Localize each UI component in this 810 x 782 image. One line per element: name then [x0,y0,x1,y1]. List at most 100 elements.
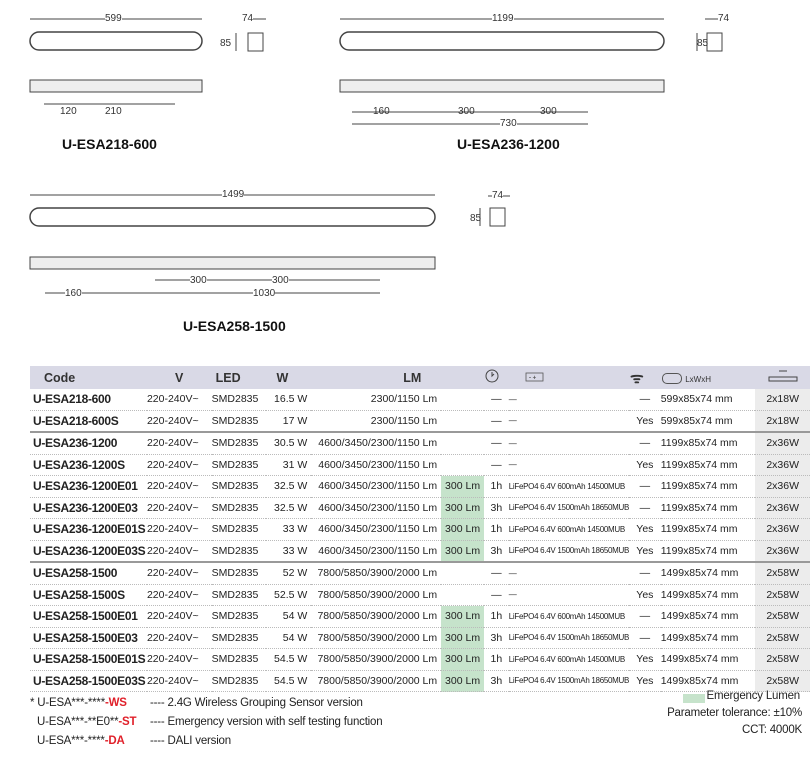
cell-duration: 3h [483,627,509,649]
cell-wattage: 16.5 W [266,389,312,411]
cell-battery: LiFePO4 6.4V 1500mAh 18650MUB [508,670,629,692]
battery-icon: - + [508,366,630,389]
cell-lumen: 2300/1150 Lm [311,389,442,411]
cell-dimensions: 1199x85x74 mm [660,540,756,563]
cell-dimensions: 1199x85x74 mm [660,497,756,519]
width-dim: 74 [242,13,254,24]
cell-dimensions: 1199x85x74 mm [660,475,756,498]
col-code: Code [30,366,147,389]
cell-dimensions: 1199x85x74 mm [660,454,756,476]
cell-wattage: 52 W [266,562,312,585]
table-row: U-ESA218-600S 220-240V~ SMD2835 17 W 2300/11… [30,410,810,433]
cell-battery: LiFePO4 6.4V 600mAh 14500MUB [508,648,630,671]
cell-lumen: 7800/5850/3900/2000 Lm [311,627,442,649]
cell-emergency-lumen: 300 Lm [441,670,484,692]
cell-sensor: — [629,605,661,628]
cell-lumen: 4600/3450/2300/1150 Lm [311,432,442,455]
table-row: U-ESA236-1200 220-240V~ SMD2835 30.5 W 4600/… [30,432,810,455]
cell-duration: — [483,584,509,606]
cell-battery: LiFePO4 6.4V 600mAh 14500MUB [508,518,630,541]
cell-sensor: Yes [629,648,661,671]
note-ws: * U-ESA***-****-WS ---- 2.4G Wireless Gro… [30,697,363,709]
cell-wattage: 54.5 W [266,648,312,671]
length-dim: 599 [105,13,122,24]
col-v: V [146,366,212,389]
cell-led: SMD2835 [211,605,267,628]
cell-sensor: — [629,475,661,498]
dim-a: 160 [373,106,390,117]
cell-battery: — [508,389,630,411]
cell-duration: 1h [483,605,509,628]
cell-tube-power: 2x18W [755,410,810,433]
cell-duration: 1h [483,518,509,541]
cell-tube-power: 2x58W [755,627,810,649]
cell-led: SMD2835 [211,540,267,563]
cell-dimensions: 1499x85x74 mm [660,648,756,671]
cell-sensor: Yes [629,584,661,606]
cell-lumen: 4600/3450/2300/1150 Lm [311,540,442,563]
cell-code: U-ESA236-1200S [30,454,147,476]
cell-duration: 1h [483,475,509,498]
cell-sensor: Yes [629,518,661,541]
cell-code: U-ESA236-1200 [30,432,147,455]
cell-voltage: 220-240V~ [146,454,212,476]
cell-tube-power: 2x18W [755,389,810,411]
length-dim: 1199 [492,13,514,24]
cell-tube-power: 2x58W [755,648,810,671]
cell-led: SMD2835 [211,410,267,433]
cell-voltage: 220-240V~ [146,627,212,649]
cell-battery: LiFePO4 6.4V 1500mAh 18650MUB [508,627,629,649]
svg-text:- +: - + [529,375,537,381]
cell-voltage: 220-240V~ [146,648,212,671]
cell-tube-power: 2x36W [755,432,810,455]
height-dim: 85 [697,38,709,49]
cell-emergency-lumen: 300 Lm [441,497,484,519]
cell-code: U-ESA218-600 [30,389,147,411]
cell-battery: — [508,454,630,476]
cell-wattage: 31 W [266,454,312,476]
cell-voltage: 220-240V~ [146,432,212,455]
cell-emergency-lumen [441,454,484,476]
cell-wattage: 54.5 W [266,670,312,692]
note-da: U-ESA***-****-DA ---- DALI version [37,735,231,747]
cell-battery: LiFePO4 6.4V 1500mAh 18650MUB [508,540,629,563]
cell-battery: LiFePO4 6.4V 600mAh 14500MUB [508,605,630,628]
cell-sensor: Yes [629,540,661,563]
cell-sensor: — [629,389,661,411]
table-row: U-ESA258-1500S 220-240V~ SMD2835 52.5 W 7800… [30,584,810,606]
cell-voltage: 220-240V~ [146,475,212,498]
cell-voltage: 220-240V~ [146,584,212,606]
cell-code: U-ESA258-1500 [30,562,147,585]
cell-sensor: — [629,497,661,519]
table-row: U-ESA218-600 220-240V~ SMD2835 16.5 W 2300/1… [30,389,810,411]
cell-battery: — [508,432,630,455]
cell-code: U-ESA236-1200E03S [30,540,147,563]
width-dim: 74 [492,190,504,201]
cell-code: U-ESA236-1200E03 [30,497,147,519]
cell-led: SMD2835 [211,432,267,455]
cell-code: U-ESA258-1500E03S [30,670,147,692]
height-dim: 85 [470,213,482,224]
cell-wattage: 33 W [266,540,312,563]
cell-emergency-lumen [441,432,484,455]
cell-led: SMD2835 [211,475,267,498]
cell-code: U-ESA218-600S [30,410,147,433]
emergency-swatch [683,694,705,703]
cell-emergency-lumen: 300 Lm [441,648,484,671]
cell-emergency-lumen: 300 Lm [441,475,484,498]
cell-lumen: 7800/5850/3900/2000 Lm [311,670,442,692]
dim-d: 730 [500,118,517,129]
table-row: U-ESA236-1200E01S 220-240V~ SMD2835 33 W 460… [30,518,810,541]
cell-tube-power: 2x36W [755,454,810,476]
cell-emergency-lumen: 300 Lm [441,605,484,628]
cell-code: U-ESA258-1500E01 [30,605,147,628]
tube-icon [755,366,810,389]
cell-battery: LiFePO4 6.4V 1500mAh 18650MUB [508,497,629,519]
cell-sensor: Yes [629,454,661,476]
note-st: U-ESA***-**E0**-ST ---- Emergency version… [37,716,383,728]
cell-tube-power: 2x36W [755,540,810,563]
cell-lumen: 7800/5850/3900/2000 Lm [311,648,442,671]
cell-led: SMD2835 [211,454,267,476]
cell-lumen: 4600/3450/2300/1150 Lm [311,518,442,541]
